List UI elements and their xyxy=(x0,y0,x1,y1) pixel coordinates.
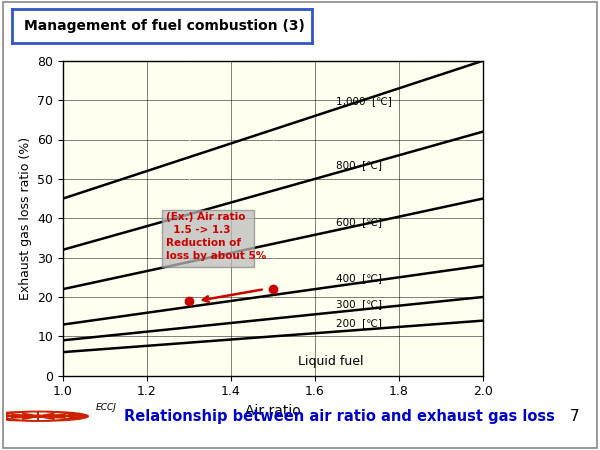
Text: Management of fuel combustion (3): Management of fuel combustion (3) xyxy=(24,19,305,33)
Text: 300  [℃]: 300 [℃] xyxy=(336,299,382,309)
Text: Liquid fuel: Liquid fuel xyxy=(298,356,364,369)
Text: Relationship between air ratio and exhaust gas loss: Relationship between air ratio and exhau… xyxy=(124,409,554,424)
Y-axis label: Exhaust gas loss ratio (%): Exhaust gas loss ratio (%) xyxy=(19,137,32,300)
Text: 800  [℃]: 800 [℃] xyxy=(336,160,382,170)
Circle shape xyxy=(0,411,88,421)
Text: (Ex.) Air ratio
  1.5 -> 1.3
Reduction of
loss by about 5%: (Ex.) Air ratio 1.5 -> 1.3 Reduction of … xyxy=(166,212,266,261)
FancyBboxPatch shape xyxy=(162,211,254,267)
X-axis label: Air ratio: Air ratio xyxy=(245,404,301,418)
Text: 1,000  [℃]: 1,000 [℃] xyxy=(336,96,392,106)
Text: ECCJ: ECCJ xyxy=(96,403,117,412)
Text: 400  [℃]: 400 [℃] xyxy=(336,273,382,283)
Circle shape xyxy=(28,415,49,417)
Text: 600  [℃]: 600 [℃] xyxy=(336,217,382,227)
Text: 200  [℃]: 200 [℃] xyxy=(336,319,382,328)
Text: 7: 7 xyxy=(569,409,580,424)
Circle shape xyxy=(8,413,69,419)
